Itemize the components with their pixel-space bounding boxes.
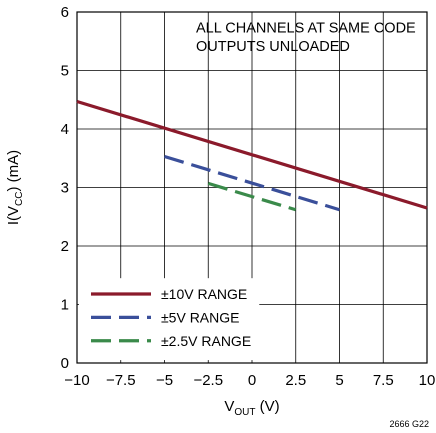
y-tick-label: 4 [61, 121, 69, 138]
series-line-1 [76, 99, 428, 210]
x-tick-label: −7.5 [106, 372, 136, 389]
x-axis-label-unit: (V) [255, 398, 279, 415]
y-tick-label: 0 [61, 355, 69, 372]
grid [77, 12, 427, 363]
annotation-line-2: OUTPUTS UNLOADED [196, 39, 350, 55]
x-tick-label: 7.5 [373, 372, 394, 389]
legend: ±10V RANGE ±5V RANGE ±2.5V RANGE [79, 278, 260, 361]
series-line-2 [164, 154, 340, 212]
x-axis-label-sub: OUT [234, 407, 255, 418]
x-axis-label: VOUT (V) [224, 398, 279, 418]
plot-frame [76, 11, 428, 364]
series-line-3 [207, 181, 297, 212]
y-axis-label-pre: I(V [5, 206, 22, 225]
series-group [76, 99, 428, 212]
x-tick-label: −2.5 [193, 372, 223, 389]
legend-label-3: ±2.5V RANGE [161, 333, 251, 349]
annotation-line-1: ALL CHANNELS AT SAME CODE [196, 20, 416, 36]
y-tick-label: 2 [61, 238, 69, 255]
y-tick-label: 5 [61, 63, 69, 80]
y-axis-label: I(VCC) (mA) [5, 150, 25, 225]
legend-label-2: ±5V RANGE [161, 309, 239, 325]
x-tick-label: 0 [248, 372, 256, 389]
y-tick-labels: 0 1 2 3 4 5 6 [61, 4, 69, 372]
figure-number: 2666 G22 [389, 419, 429, 429]
x-tick-label: 2.5 [285, 372, 306, 389]
x-tick-label: −5 [156, 372, 173, 389]
y-axis-label-post: ) (mA) [5, 150, 22, 192]
legend-box [79, 278, 260, 361]
x-tick-label: −10 [64, 372, 89, 389]
x-tick-labels: −10 −7.5 −5 −2.5 0 2.5 5 7.5 10 [64, 372, 435, 389]
x-axis-label-main: V [224, 398, 234, 415]
x-tick-label: 5 [335, 372, 343, 389]
y-tick-label: 6 [61, 4, 69, 21]
y-tick-label: 1 [61, 297, 69, 314]
y-axis-label-sub: CC [14, 192, 25, 206]
legend-label-1: ±10V RANGE [161, 286, 247, 302]
y-tick-label: 3 [61, 180, 69, 197]
x-tick-label: 10 [419, 372, 436, 389]
